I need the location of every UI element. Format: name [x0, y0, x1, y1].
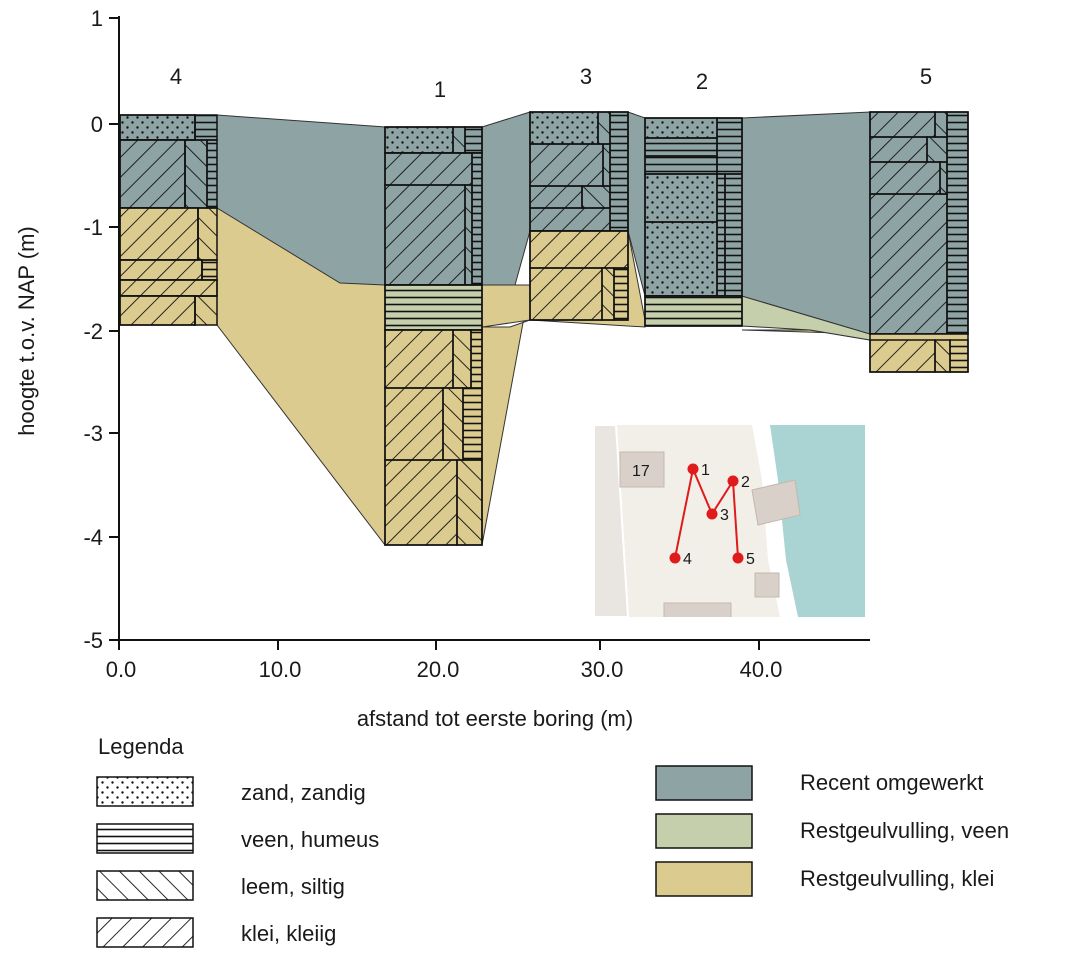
x-tick-label: 10.0 [259, 657, 302, 682]
x-tick-label: 40.0 [740, 657, 783, 682]
legend-swatch-veen [96, 823, 194, 854]
x-axis-title: afstand tot eerste boring (m) [357, 706, 633, 731]
map-point-2 [727, 475, 739, 487]
legend-label-klei: klei, kleiig [241, 921, 336, 946]
map-point-5 [732, 552, 744, 564]
y-axis: 1 0 -1 -2 -3 -4 -5 hoogte t.o.v. NAP (m) [14, 6, 120, 653]
legend-swatch-recent [655, 765, 753, 801]
map-building [663, 602, 732, 617]
y-tick-label: -4 [83, 525, 103, 550]
map-point-label-1: 1 [701, 462, 710, 479]
borehole-labels: 4 1 3 2 5 [170, 64, 932, 102]
legend-label-restgeul-veen: Restgeulvulling, veen [800, 818, 1009, 843]
inset-map: 17 1 2 3 4 5 [594, 425, 865, 617]
map-point-label-4: 4 [683, 551, 692, 568]
borehole-2 [644, 117, 743, 327]
borehole-5 [869, 111, 969, 373]
x-axis: 0.0 10.0 20.0 30.0 40.0 afstand tot eers… [106, 639, 870, 731]
borehole-label-1: 1 [434, 77, 446, 102]
x-tick-label: 0.0 [106, 657, 137, 682]
x-tick-label: 20.0 [417, 657, 460, 682]
map-point-3 [706, 508, 718, 520]
legend-label-restgeul-klei: Restgeulvulling, klei [800, 866, 994, 891]
x-tick-label: 30.0 [581, 657, 624, 682]
y-tick-label: 1 [91, 6, 103, 31]
map-building [619, 451, 665, 488]
legend-title: Legenda [98, 734, 184, 759]
legend-swatch-klei [96, 917, 194, 948]
map-building [751, 479, 801, 526]
legend-label-zand: zand, zandig [241, 780, 366, 805]
map-building-label: 17 [632, 463, 650, 480]
borehole-label-4: 4 [170, 64, 182, 89]
borehole-label-3: 3 [580, 64, 592, 89]
map-road [594, 425, 630, 617]
map-point-label-2: 2 [741, 474, 750, 491]
legend-swatch-zand [96, 776, 194, 807]
legend-label-leem: leem, siltig [241, 874, 345, 899]
borehole-4 [119, 114, 218, 326]
map-point-label-5: 5 [746, 551, 755, 568]
legend-label-veen: veen, humeus [241, 827, 379, 852]
y-tick-label: -3 [83, 421, 103, 446]
y-tick-label: -1 [83, 215, 103, 240]
borehole-3 [529, 111, 629, 321]
legend-swatch-leem [96, 870, 194, 901]
y-axis-title: hoogte t.o.v. NAP (m) [14, 226, 39, 436]
map-point-label-3: 3 [720, 507, 729, 524]
map-building [754, 572, 780, 598]
map-point-4 [669, 552, 681, 564]
legend: Legenda zand, zandig veen, humeus leem, … [96, 734, 1009, 948]
y-tick-label: 0 [91, 112, 103, 137]
y-tick-label: -5 [83, 628, 103, 653]
map-water [766, 425, 865, 617]
borehole-label-5: 5 [920, 64, 932, 89]
legend-swatch-restgeul-klei [655, 861, 753, 897]
legend-swatch-restgeul-veen [655, 813, 753, 849]
legend-label-recent: Recent omgewerkt [800, 770, 983, 795]
borehole-1 [384, 126, 483, 546]
y-tick-label: -2 [83, 319, 103, 344]
borehole-label-2: 2 [696, 69, 708, 94]
map-point-1 [687, 463, 699, 475]
